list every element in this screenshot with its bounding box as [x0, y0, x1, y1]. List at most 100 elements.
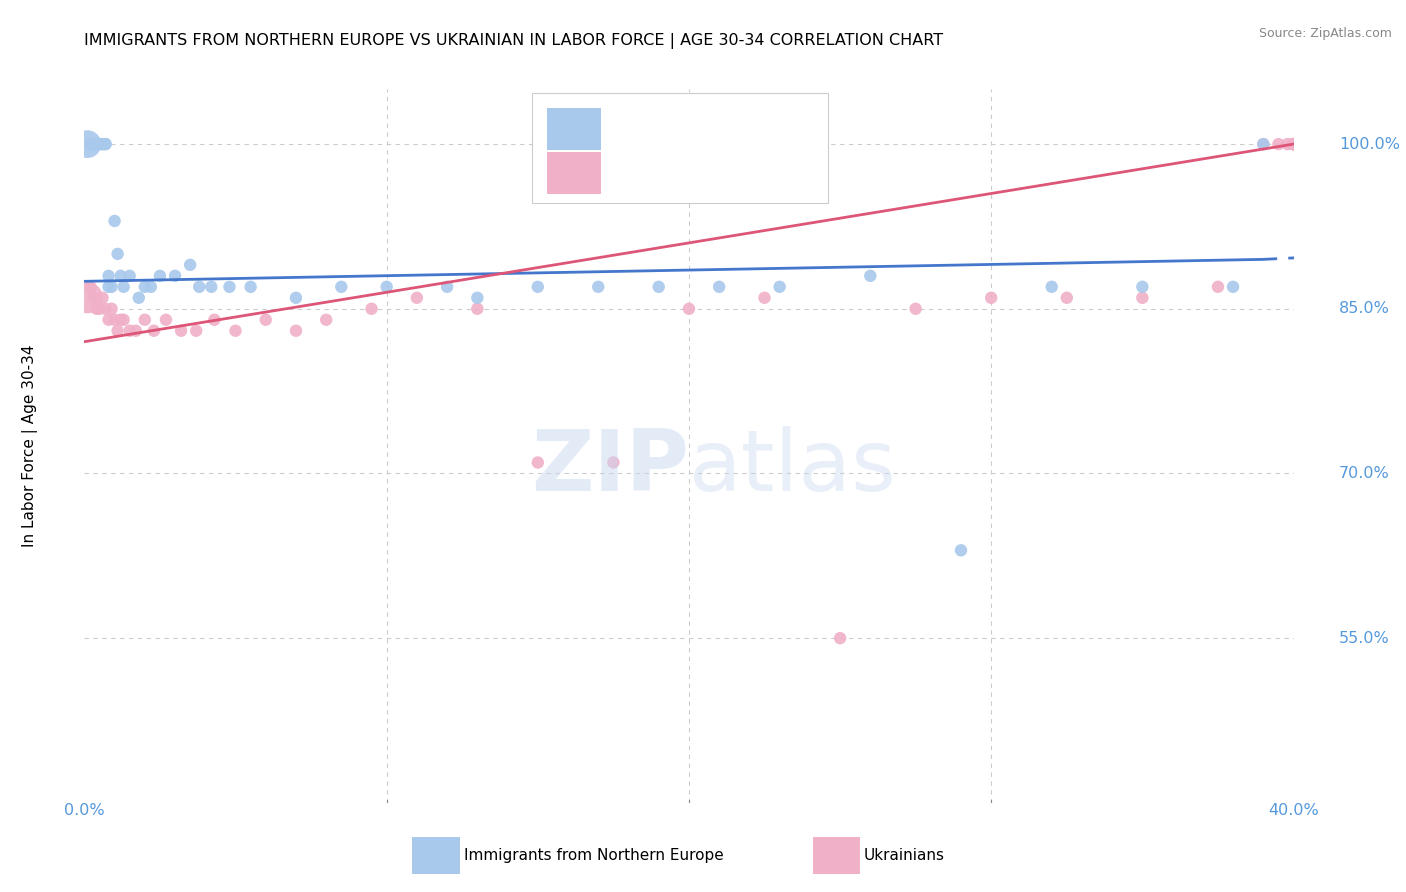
Point	[97, 268, 120, 283]
Point	[315, 312, 337, 326]
Point	[149, 268, 172, 283]
Point	[139, 280, 162, 294]
Point	[330, 280, 353, 294]
Text: 70.0%: 70.0%	[1339, 466, 1389, 481]
Text: 100.0%: 100.0%	[1339, 136, 1400, 152]
Point	[86, 137, 108, 152]
Point	[830, 631, 852, 645]
Point	[467, 291, 489, 305]
Point	[436, 280, 458, 294]
Point	[1130, 291, 1153, 305]
Point	[134, 280, 156, 294]
Point	[94, 137, 117, 152]
FancyBboxPatch shape	[547, 152, 600, 194]
Text: Ukrainians: Ukrainians	[863, 848, 945, 863]
Point	[950, 543, 973, 558]
Text: Source: ZipAtlas.com: Source: ZipAtlas.com	[1258, 27, 1392, 40]
Point	[118, 324, 141, 338]
Point	[769, 280, 792, 294]
Point	[980, 291, 1002, 305]
Point	[284, 291, 308, 305]
Point	[155, 312, 177, 326]
Point	[1282, 137, 1305, 152]
Point	[254, 312, 277, 326]
Point	[188, 280, 211, 294]
Point	[284, 324, 308, 338]
Point	[163, 268, 186, 283]
FancyBboxPatch shape	[547, 108, 600, 150]
Point	[107, 247, 129, 261]
Point	[94, 137, 117, 152]
Point	[97, 312, 120, 326]
Point	[179, 258, 201, 272]
Point	[1282, 137, 1305, 152]
Point	[134, 312, 156, 326]
Point	[86, 301, 108, 316]
Point	[100, 280, 122, 294]
Point	[1282, 137, 1305, 152]
Point	[89, 301, 111, 316]
Point	[1282, 137, 1305, 152]
Text: IMMIGRANTS FROM NORTHERN EUROPE VS UKRAINIAN IN LABOR FORCE | AGE 30-34 CORRELAT: IMMIGRANTS FROM NORTHERN EUROPE VS UKRAI…	[84, 33, 943, 49]
Point	[104, 214, 127, 228]
Point	[112, 280, 135, 294]
Point	[86, 137, 108, 152]
Point	[97, 280, 120, 294]
Point	[1130, 280, 1153, 294]
Point	[91, 291, 114, 305]
Text: Immigrants from Northern Europe: Immigrants from Northern Europe	[464, 848, 724, 863]
Point	[1040, 280, 1063, 294]
Text: 85.0%: 85.0%	[1339, 301, 1389, 317]
Point	[110, 312, 132, 326]
Point	[82, 137, 104, 152]
Point	[1277, 137, 1299, 152]
Text: 0.0%: 0.0%	[65, 803, 104, 818]
Point	[186, 324, 208, 338]
Point	[1222, 280, 1244, 294]
Point	[89, 137, 111, 152]
Point	[125, 324, 148, 338]
Text: R = 0.453   N = 47: R = 0.453 N = 47	[610, 164, 789, 182]
Point	[588, 280, 610, 294]
Text: In Labor Force | Age 30-34: In Labor Force | Age 30-34	[22, 344, 38, 548]
Point	[375, 280, 398, 294]
Point	[1056, 291, 1078, 305]
Point	[200, 280, 222, 294]
Point	[360, 301, 382, 316]
Point	[118, 268, 141, 283]
Point	[76, 291, 98, 305]
Point	[79, 137, 101, 152]
Point	[1251, 137, 1274, 152]
Point	[110, 268, 132, 283]
Point	[602, 455, 624, 469]
Point	[91, 137, 114, 152]
Point	[225, 324, 247, 338]
Point	[1282, 137, 1305, 152]
Text: atlas: atlas	[689, 425, 897, 509]
Point	[112, 312, 135, 326]
Point	[142, 324, 165, 338]
Text: R = 0.062   N = 49: R = 0.062 N = 49	[610, 120, 789, 137]
Point	[406, 291, 429, 305]
Point	[82, 137, 104, 152]
Text: 55.0%: 55.0%	[1339, 631, 1389, 646]
Point	[170, 324, 193, 338]
Point	[239, 280, 262, 294]
Point	[82, 291, 104, 305]
Point	[904, 301, 927, 316]
Point	[218, 280, 240, 294]
Point	[94, 301, 117, 316]
Point	[91, 137, 114, 152]
Point	[107, 324, 129, 338]
Point	[1282, 137, 1305, 152]
Point	[82, 137, 104, 152]
Point	[76, 137, 98, 152]
Point	[89, 137, 111, 152]
Text: 40.0%: 40.0%	[1268, 803, 1319, 818]
Point	[1206, 280, 1229, 294]
Point	[202, 312, 225, 326]
Point	[647, 280, 671, 294]
FancyBboxPatch shape	[531, 93, 828, 203]
Point	[86, 137, 108, 152]
Point	[526, 280, 548, 294]
